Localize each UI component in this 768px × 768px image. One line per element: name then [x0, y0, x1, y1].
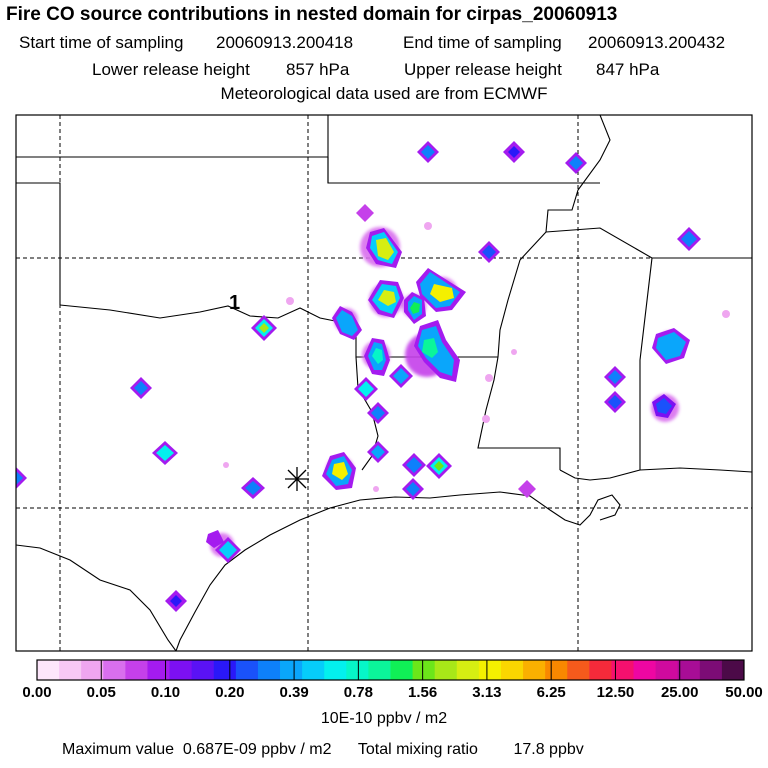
end-time-value: 20060913.200432: [588, 33, 726, 52]
color-scale-cell: [257, 660, 281, 680]
color-scale-cell: [434, 660, 458, 680]
color-scale-cell: [302, 660, 325, 680]
color-scale-tick-label: 3.13: [472, 684, 502, 701]
asterisk-release-icon: [285, 467, 309, 491]
color-scale-cell: [81, 660, 104, 680]
diamond-markers: [16, 141, 701, 612]
color-scale-tick-label: 0.10: [150, 684, 181, 701]
met-data-note: Meteorological data used are from ECMWF: [220, 84, 548, 103]
color-scale-cell: [324, 660, 347, 680]
total-mixing-label: Total mixing ratio: [357, 741, 478, 758]
gulf-coastline: [16, 467, 752, 651]
color-scale-cell: [346, 660, 369, 680]
color-scale-cell: [59, 660, 82, 680]
color-scale-cell: [169, 660, 193, 680]
color-scale-tick-label: 25.00: [660, 684, 699, 701]
map-frame: [15, 114, 753, 652]
color-scale-cell: [368, 660, 391, 680]
color-scale-cell: [191, 660, 215, 680]
color-scale-cell: [37, 660, 60, 680]
start-time-value: 20060913.200418: [216, 33, 354, 52]
color-scale-cell: [523, 660, 546, 680]
color-scale-cell: [280, 660, 303, 680]
color-scale-tick-label: 0.39: [279, 684, 309, 701]
color-scale-cell: [611, 660, 635, 680]
color-scale-cell: [478, 660, 502, 680]
color-scale-cell: [655, 660, 679, 680]
color-scale-cell: [213, 660, 237, 680]
color-scale-tick-label: 0.20: [215, 684, 245, 701]
color-scale-tick-label: 50.00: [725, 684, 763, 701]
total-mixing-value: 17.8 ppbv: [513, 741, 584, 758]
color-scale-tick-label: 0.00: [22, 684, 52, 701]
end-time-label: End time of sampling: [403, 33, 562, 52]
start-time-label: Start time of sampling: [19, 33, 184, 52]
lower-release-label: Lower release height: [92, 60, 250, 79]
upper-release-value: 847 hPa: [596, 60, 660, 79]
plume-blobs: [206, 228, 690, 548]
map-title: Fire CO source contributions in nested d…: [6, 4, 618, 25]
color-scale-cell: [721, 660, 745, 680]
color-scale-tick-label: 1.56: [408, 684, 438, 701]
max-value-label: Maximum value: [62, 741, 175, 758]
color-scale-cell: [567, 660, 590, 680]
state-borders: [16, 115, 752, 471]
color-scale-tick-label: 6.25: [536, 684, 566, 701]
color-scale-tick-label: 12.50: [596, 684, 635, 701]
max-value: 0.687E-09 ppbv / m2: [182, 741, 332, 758]
color-scale-cell: [500, 660, 524, 680]
color-scale-cell: [103, 660, 126, 680]
color-scale-cell: [456, 660, 480, 680]
lower-release-value: 857 hPa: [286, 60, 350, 79]
trajectory-label: 1: [229, 292, 240, 314]
color-scale-cell: [125, 660, 148, 680]
color-scale-cell: [147, 660, 171, 680]
color-scale-cell: [412, 660, 436, 680]
color-scale-tick-label: 0.78: [343, 684, 373, 701]
color-scale-cell: [699, 660, 723, 680]
color-scale-units: 10E-10 ppbv / m2: [320, 710, 448, 727]
plumes: [16, 141, 730, 612]
footer-summary: Maximum value 0.687E-09 ppbv / m2 Total …: [62, 741, 584, 759]
color-scale-cell: [589, 660, 612, 680]
color-scale-cell: [677, 660, 701, 680]
color-scale-tick-label: 0.05: [86, 684, 116, 701]
upper-release-label: Upper release height: [404, 60, 562, 79]
color-scale-cell: [545, 660, 568, 680]
color-scale-cell: [235, 660, 259, 680]
color-scale-cell: [390, 660, 414, 680]
color-scale-cell: [633, 660, 657, 680]
